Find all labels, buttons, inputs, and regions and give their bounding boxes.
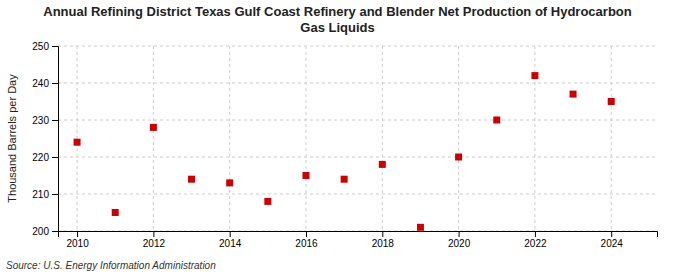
tick: 2024 bbox=[601, 231, 624, 249]
tick-mark bbox=[52, 46, 58, 47]
tick-label: 2010 bbox=[66, 238, 89, 249]
tick-mark bbox=[611, 231, 612, 237]
point bbox=[608, 98, 615, 105]
tick-label: 200 bbox=[32, 226, 49, 237]
tick-mark bbox=[52, 231, 58, 232]
tick-label: 2020 bbox=[448, 238, 471, 249]
point bbox=[531, 72, 538, 79]
tick-mark bbox=[52, 120, 58, 121]
point bbox=[302, 172, 309, 179]
tick: 2016 bbox=[295, 231, 318, 249]
grid-line-x bbox=[153, 46, 154, 231]
point bbox=[74, 139, 81, 146]
tick-label: 230 bbox=[32, 115, 49, 126]
tick-mark bbox=[382, 231, 383, 237]
title-line: Annual Refining District Texas Gulf Coas… bbox=[43, 4, 631, 19]
tick: 2022 bbox=[524, 231, 547, 249]
plot: 2010 2012 2014 2016 2018 2020 2022 2024 200 210 22… bbox=[32, 41, 657, 249]
title: Annual Refining District Texas Gulf Coas… bbox=[43, 4, 631, 35]
grid-line-x bbox=[77, 46, 78, 231]
point bbox=[455, 154, 462, 161]
tick-mark bbox=[153, 231, 154, 237]
grid-line-y bbox=[58, 194, 657, 195]
point bbox=[150, 124, 157, 131]
y-axis: 200 210 220 230 240 250 bbox=[32, 41, 58, 237]
grid-line-x bbox=[611, 46, 612, 231]
tick: 2014 bbox=[219, 231, 242, 249]
tick-mark bbox=[52, 194, 58, 195]
point bbox=[379, 161, 386, 168]
tick: 250 bbox=[32, 41, 58, 52]
tick: 2012 bbox=[143, 231, 166, 249]
annotation: Source: U.S. Energy Information Administ… bbox=[6, 260, 216, 271]
tick-mark bbox=[77, 231, 78, 237]
title-line: Gas Liquids bbox=[300, 20, 374, 35]
x-axis: 2010 2012 2014 2016 2018 2020 2022 2024 bbox=[59, 231, 658, 249]
tick-label: 2018 bbox=[372, 238, 395, 249]
tick-label: 250 bbox=[32, 41, 49, 52]
point bbox=[417, 224, 424, 231]
grid-line-y bbox=[58, 120, 657, 121]
tick-label: 2024 bbox=[601, 238, 624, 249]
grid-line-x bbox=[229, 46, 230, 231]
point bbox=[226, 179, 233, 186]
tick-label: 220 bbox=[32, 152, 49, 163]
tick: 2010 bbox=[66, 231, 89, 249]
tick-label: 2012 bbox=[143, 238, 166, 249]
tick-label: 210 bbox=[32, 189, 49, 200]
tick-mark bbox=[230, 231, 231, 237]
point bbox=[112, 209, 119, 216]
y-axis-label: Thousand Barrels per Day bbox=[6, 74, 18, 203]
tick-mark bbox=[535, 231, 536, 237]
grid-line-y bbox=[58, 157, 657, 158]
tick-label: 2014 bbox=[219, 238, 242, 249]
point bbox=[341, 176, 348, 183]
grid bbox=[58, 46, 657, 231]
tick: 2018 bbox=[372, 231, 395, 249]
point bbox=[570, 91, 577, 98]
grid-line-x bbox=[305, 46, 306, 231]
grid-line-y bbox=[58, 46, 657, 47]
chart: Annual Refining District Texas Gulf Coas… bbox=[0, 0, 675, 275]
tick: 220 bbox=[32, 152, 58, 163]
points bbox=[74, 72, 615, 231]
tick-label: 2022 bbox=[524, 238, 547, 249]
grid-line-y bbox=[58, 83, 657, 84]
point bbox=[493, 117, 500, 124]
tick: 230 bbox=[32, 115, 58, 126]
point bbox=[188, 176, 195, 183]
axis-line bbox=[59, 232, 658, 238]
point bbox=[264, 198, 271, 205]
tick-mark bbox=[52, 83, 58, 84]
tick-mark bbox=[306, 231, 307, 237]
tick-mark bbox=[52, 157, 58, 158]
tick-label: 2016 bbox=[295, 238, 318, 249]
grid-line-x bbox=[382, 46, 383, 231]
tick: 210 bbox=[32, 189, 58, 200]
tick-mark bbox=[459, 231, 460, 237]
tick: 240 bbox=[32, 78, 58, 89]
grid-line-x bbox=[458, 46, 459, 231]
tick: 2020 bbox=[448, 231, 471, 249]
tick-label: 240 bbox=[32, 78, 49, 89]
axis-line bbox=[52, 47, 59, 232]
tick: 200 bbox=[32, 226, 58, 237]
